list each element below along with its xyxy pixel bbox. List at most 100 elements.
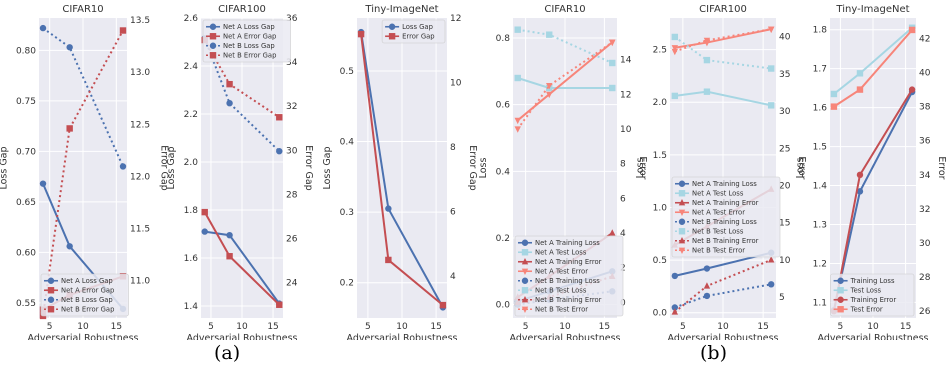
legend-marker bbox=[388, 33, 396, 40]
y-tick-label: 0.4 bbox=[340, 138, 355, 148]
legend-label: Net B Test Loss bbox=[692, 228, 744, 236]
y-tick-label: 0.3 bbox=[340, 208, 354, 218]
legend-label: Net B Test Loss bbox=[535, 287, 587, 295]
y2-tick-label: 26 bbox=[919, 307, 931, 317]
y-tick-label: 0.70 bbox=[16, 147, 36, 157]
y2-tick-label: 40 bbox=[919, 69, 931, 79]
caption-a: (a) bbox=[214, 342, 241, 364]
chart-panel-5: 5 10 15 0.0 0.5 1.0 1.5 2.0 2.5 5 10 15 20 25 30 35 40 CI… bbox=[635, 4, 807, 340]
legend-label: Net A Error Gap bbox=[223, 33, 276, 41]
y2-tick-label: 20 bbox=[779, 181, 791, 191]
chart-panel-4: 510150.00.20.40.60.802468101214CIFAR10Ad… bbox=[478, 4, 648, 340]
data-point bbox=[671, 33, 679, 41]
legend-label: Net A Test Loss bbox=[535, 249, 587, 257]
legend-marker bbox=[521, 306, 529, 314]
legend-label: Error Gap bbox=[402, 33, 434, 41]
data-point bbox=[514, 117, 521, 125]
legend-box bbox=[381, 19, 446, 44]
legend-label: Net B Training Error bbox=[535, 296, 602, 304]
data-point bbox=[119, 163, 127, 170]
y2-tick-label: 38 bbox=[919, 103, 931, 113]
legend-label: Net B Test Error bbox=[535, 306, 588, 314]
legend-label: Net B Error Gap bbox=[61, 306, 114, 314]
data-point bbox=[514, 126, 521, 133]
x-axis-label: Adversarial Robustness bbox=[667, 333, 778, 340]
legend-label: Net A Training Loss bbox=[535, 239, 600, 247]
data-point bbox=[856, 188, 864, 195]
y-tick-label: 1.1 bbox=[813, 298, 827, 308]
data-point bbox=[546, 83, 553, 90]
legend-marker bbox=[521, 287, 529, 294]
legend-marker bbox=[209, 52, 217, 59]
y2-tick-label: 32 bbox=[919, 205, 930, 215]
legend-label: Net A Training Loss bbox=[692, 180, 757, 188]
legend-label: Net B Test Error bbox=[692, 247, 745, 255]
y2-tick-label: 24 bbox=[286, 279, 298, 289]
x-tick-label: 10 bbox=[559, 322, 571, 332]
y-axis-label: Loss Gap bbox=[166, 146, 177, 189]
legend-label: Net A Loss Gap bbox=[223, 23, 275, 31]
y-axis-label: Loss bbox=[635, 158, 646, 179]
x-axis-label: Adversarial Robustness bbox=[346, 333, 457, 340]
legend-label: Net A Training Error bbox=[692, 199, 759, 207]
y-axis-label: Loss bbox=[478, 158, 489, 179]
x-axis-label: Adversarial Robustness bbox=[186, 333, 297, 340]
legend-label: Net A Test Error bbox=[692, 209, 745, 217]
data-point bbox=[39, 180, 47, 187]
x-tick-label: 10 bbox=[236, 322, 248, 332]
data-point bbox=[357, 30, 365, 38]
legend-label: Net A Error Gap bbox=[61, 287, 114, 295]
legend-marker bbox=[209, 42, 217, 49]
y2-tick-label: 4 bbox=[450, 272, 456, 282]
legend-label: Net A Training Error bbox=[535, 258, 602, 266]
y-tick-label: 0.2 bbox=[496, 234, 510, 244]
legend-marker bbox=[837, 296, 844, 303]
chart-panel-1: 5 10 15 0.55 0.60 0.65 0.70 0.75 0.80 11.0 11.5 12.… bbox=[0, 4, 169, 340]
y-tick-label: 0.6 bbox=[496, 101, 511, 111]
y2-axis-label: Error bbox=[936, 156, 947, 179]
y2-tick-label: 28 bbox=[286, 190, 298, 200]
y-tick-label: 1.8 bbox=[813, 26, 828, 36]
legend-label: Net A Test Loss bbox=[692, 190, 744, 198]
y-tick-label: 0.2 bbox=[340, 279, 354, 289]
y-tick-label: 2.6 bbox=[184, 14, 199, 24]
data-point bbox=[767, 102, 775, 109]
x-tick-label: 5 bbox=[523, 322, 529, 332]
y2-axis-label: Error Gap bbox=[158, 145, 169, 190]
y-tick-label: 1.3 bbox=[813, 220, 827, 230]
legend-marker bbox=[837, 287, 844, 294]
y2-tick-label: 14 bbox=[620, 56, 632, 66]
legend-marker bbox=[837, 306, 844, 313]
legend-marker bbox=[678, 218, 686, 225]
x-tick-label: 5 bbox=[680, 322, 686, 332]
legend-label: Net A Test Error bbox=[535, 268, 588, 276]
y2-tick-label: 10 bbox=[620, 125, 632, 135]
y2-tick-label: 12 bbox=[450, 14, 461, 24]
y2-tick-label: 36 bbox=[919, 137, 931, 147]
y2-tick-label: 10 bbox=[450, 79, 462, 89]
y-axis-label: Loss Gap bbox=[0, 146, 10, 189]
legend-label: Net B Training Loss bbox=[692, 218, 757, 226]
data-point bbox=[546, 31, 553, 38]
data-point bbox=[767, 26, 775, 33]
data-point bbox=[66, 125, 73, 132]
series-line-2 bbox=[203, 38, 280, 152]
y2-axis-label: Error bbox=[796, 156, 807, 179]
y2-tick-label: 28 bbox=[919, 273, 931, 283]
y-tick-label: 0.0 bbox=[496, 301, 511, 311]
y2-tick-label: 13.0 bbox=[130, 68, 150, 78]
data-point bbox=[546, 91, 553, 99]
x-tick-label: 10 bbox=[717, 322, 729, 332]
data-point bbox=[385, 256, 392, 264]
legend-box bbox=[514, 235, 624, 317]
data-point bbox=[703, 292, 711, 300]
legend-marker bbox=[678, 236, 686, 244]
y2-axis-label: Error bbox=[637, 156, 648, 179]
caption-b: (b) bbox=[700, 342, 727, 364]
data-point bbox=[703, 265, 711, 272]
data-point bbox=[908, 86, 916, 93]
data-point bbox=[276, 301, 283, 308]
y-tick-label: 0.55 bbox=[16, 299, 36, 309]
